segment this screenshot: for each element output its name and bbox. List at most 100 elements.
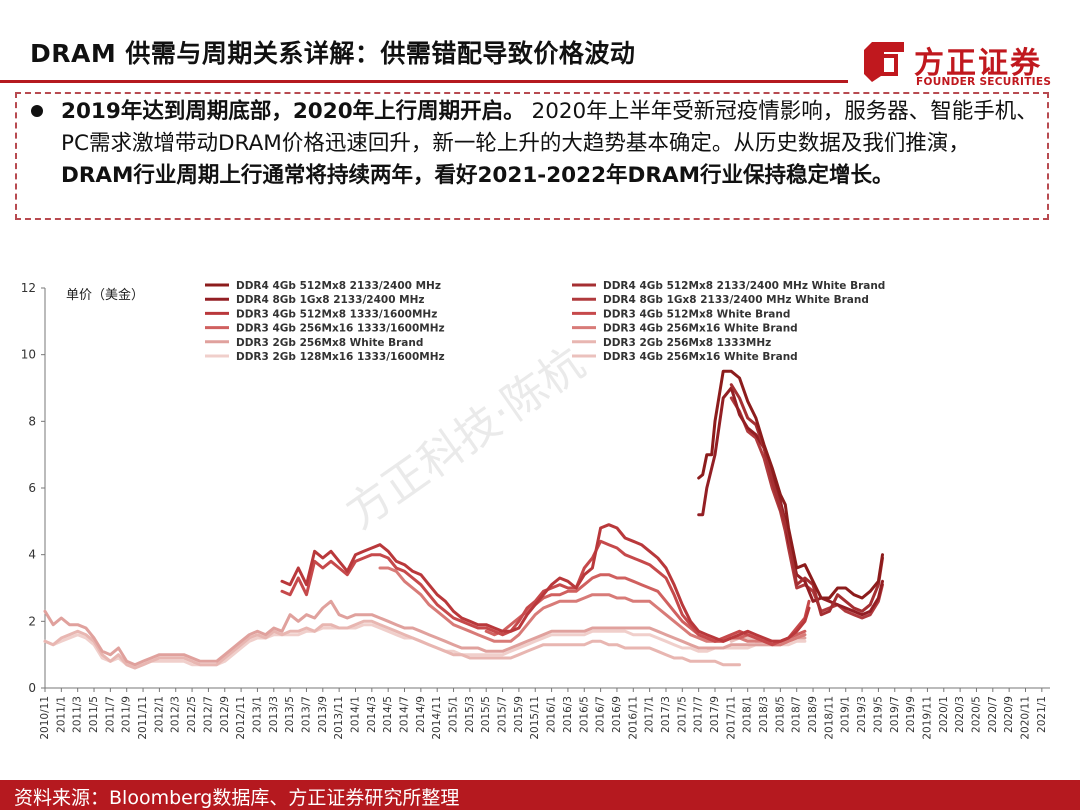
x-tick-label: 2020/1 xyxy=(938,696,950,733)
legend-label: DDR3 4Gb 512Mx8 1333/1600MHz xyxy=(236,308,437,320)
x-tick-label: 2016/1 xyxy=(546,696,558,733)
legend-label: DDR4 8Gb 1Gx8 2133/2400 MHz xyxy=(236,294,425,306)
logo-name-cn: 方正证券 xyxy=(914,46,1042,81)
x-tick-label: 2015/11 xyxy=(529,696,541,740)
legend-label: DDR3 2Gb 128Mx16 1333/1600MHz xyxy=(236,351,445,363)
series-line xyxy=(280,523,811,643)
x-tick-label: 2016/3 xyxy=(562,696,574,733)
x-tick-label: 2013/11 xyxy=(333,696,345,740)
y-tick-label: 8 xyxy=(28,414,36,428)
x-tick-label: 2015/9 xyxy=(513,696,525,733)
summary-bold-lead: 2019年达到周期底部，2020年上行周期开启。 xyxy=(61,99,525,124)
y-tick-label: 12 xyxy=(21,281,36,295)
dram-price-line-chart: 0 2 4 6 8 10 12 2010/11 2011/1 2011/3 2011/5 2011/7… xyxy=(21,280,1050,740)
x-tick-label: 2017/11 xyxy=(725,696,737,740)
legend-label: DDR3 4Gb 256Mx16 1333/1600MHz xyxy=(236,323,445,335)
title-underline xyxy=(0,80,848,83)
x-tick-label: 2014/11 xyxy=(431,696,443,740)
legend-label: DDR4 8Gb 1Gx8 2133/2400 MHz White Brand xyxy=(603,294,869,306)
x-tick-label: 2020/5 xyxy=(970,696,982,733)
x-tick-label: 2016/7 xyxy=(595,696,607,733)
legend-label: DDR3 4Gb 256Mx16 White Brand xyxy=(603,323,798,335)
x-tick-label: 2013/1 xyxy=(251,696,263,733)
legend-label: DDR4 4Gb 512Mx8 2133/2400 MHz White Bran… xyxy=(603,280,885,292)
x-tick-label: 2019/3 xyxy=(856,696,868,733)
x-tick-label: 2012/9 xyxy=(219,696,231,733)
x-tick-label: 2018/3 xyxy=(758,696,770,733)
x-tick-label: 2017/7 xyxy=(693,696,705,733)
x-tick-label: 2015/5 xyxy=(480,696,492,733)
page-title: DRAM 供需与周期关系详解：供需错配导致价格波动 xyxy=(30,39,636,68)
x-tick-label: 2016/9 xyxy=(611,696,623,733)
x-tick-label: 2018/9 xyxy=(807,696,819,733)
x-tick-label: 2019/5 xyxy=(872,696,884,733)
x-tick-label: 2011/9 xyxy=(121,696,133,733)
x-tick-label: 2013/9 xyxy=(317,696,329,733)
series-line xyxy=(43,599,807,667)
x-tick-label: 2018/11 xyxy=(823,696,835,740)
company-logo: 方正证券 FOUNDER SECURITIES xyxy=(858,36,1058,92)
x-tick-label: 2011/1 xyxy=(55,696,67,733)
x-tick-label: 2016/11 xyxy=(627,696,639,740)
series-line xyxy=(729,383,884,617)
x-tick-label: 2012/5 xyxy=(186,696,198,733)
x-tick-label: 2011/7 xyxy=(104,696,116,733)
series-line xyxy=(43,619,741,670)
x-tick-label: 2014/1 xyxy=(349,696,361,733)
legend-label: DDR3 2Gb 256Mx8 1333MHz xyxy=(603,337,771,349)
x-tick-label: 2012/1 xyxy=(153,696,165,733)
x-tick-label: 2012/7 xyxy=(202,696,214,733)
x-tick-label: 2014/7 xyxy=(399,696,411,733)
x-tick-label: 2018/7 xyxy=(791,696,803,733)
x-tick-label: 2017/9 xyxy=(709,696,721,733)
x-tick-label: 2017/5 xyxy=(676,696,688,733)
legend-label: DDR4 4Gb 512Mx8 2133/2400 MHz xyxy=(236,280,441,292)
x-tick-label: 2011/5 xyxy=(88,696,100,733)
y-tick-label: 10 xyxy=(21,348,36,362)
source-note: 资料来源：Bloomberg数据库、方正证券研究所整理 xyxy=(14,787,460,809)
x-tick-label: 2013/5 xyxy=(284,696,296,733)
founder-logo-icon xyxy=(864,42,904,82)
x-tick-label: 2019/7 xyxy=(889,696,901,733)
x-tick-label: 2013/3 xyxy=(268,696,280,733)
bullet-icon xyxy=(31,105,43,117)
summary-box: 2019年达到周期底部，2020年上行周期开启。 2020年上半年受新冠疫情影响… xyxy=(15,92,1049,220)
x-tick-label: 2015/3 xyxy=(464,696,476,733)
series-line xyxy=(697,369,884,600)
x-tick-label: 2020/7 xyxy=(987,696,999,733)
x-tick-label: 2015/7 xyxy=(497,696,509,733)
legend-label: DDR3 4Gb 256Mx16 White Brand xyxy=(603,351,798,363)
x-tick-label: 2020/3 xyxy=(954,696,966,733)
x-tick-label: 2013/7 xyxy=(300,696,312,733)
x-tick-label: 2019/9 xyxy=(905,696,917,733)
x-tick-label: 2019/1 xyxy=(840,696,852,733)
summary-body: 2020年上半年受新冠疫情影响，服务器、智能手机、PC需求激增带动DRAM价格迅… xyxy=(61,99,1038,156)
x-tick-label: 2012/11 xyxy=(235,696,247,740)
x-tick-label: 2010/11 xyxy=(39,696,51,740)
y-tick-label: 2 xyxy=(28,614,36,628)
x-tick-label: 2014/9 xyxy=(415,696,427,733)
series-line xyxy=(697,386,884,617)
y-tick-label: 6 xyxy=(28,481,36,495)
footer-bar: 资料来源：Bloomberg数据库、方正证券研究所整理 xyxy=(0,780,1080,810)
summary-text: 2019年达到周期底部，2020年上行周期开启。 2020年上半年受新冠疫情影响… xyxy=(61,96,1041,192)
x-tick-label: 2014/5 xyxy=(382,696,394,733)
y-tick-label: 4 xyxy=(28,548,36,562)
x-tick-label: 2014/3 xyxy=(366,696,378,733)
y-tick-label: 0 xyxy=(28,681,36,695)
x-tick-label: 2018/5 xyxy=(774,696,786,733)
chart-legend: DDR4 4Gb 512Mx8 2133/2400 MHz DDR4 4Gb 51… xyxy=(205,280,885,363)
x-tick-label: 2020/9 xyxy=(1003,696,1015,733)
logo-name-en: FOUNDER SECURITIES xyxy=(916,76,1052,88)
legend-label: DDR3 2Gb 256Mx8 White Brand xyxy=(236,337,423,349)
x-tick-label: 2017/1 xyxy=(644,696,656,733)
x-tick-label: 2011/3 xyxy=(72,696,84,733)
chart-axes: 0 2 4 6 8 10 12 2010/11 2011/1 2011/3 2011/5 2011/7… xyxy=(21,281,1050,740)
legend-label: DDR3 4Gb 512Mx8 White Brand xyxy=(603,308,790,320)
x-tick-label: 2012/3 xyxy=(170,696,182,733)
x-tick-label: 2019/11 xyxy=(921,696,933,740)
summary-bold-tail: DRAM行业周期上行通常将持续两年，看好2021-2022年DRAM行业保持稳定… xyxy=(61,163,894,188)
y-axis-label: 单价（美金） xyxy=(66,287,144,303)
x-tick-label: 2017/3 xyxy=(660,696,672,733)
x-tick-label: 2020/11 xyxy=(1019,696,1031,740)
